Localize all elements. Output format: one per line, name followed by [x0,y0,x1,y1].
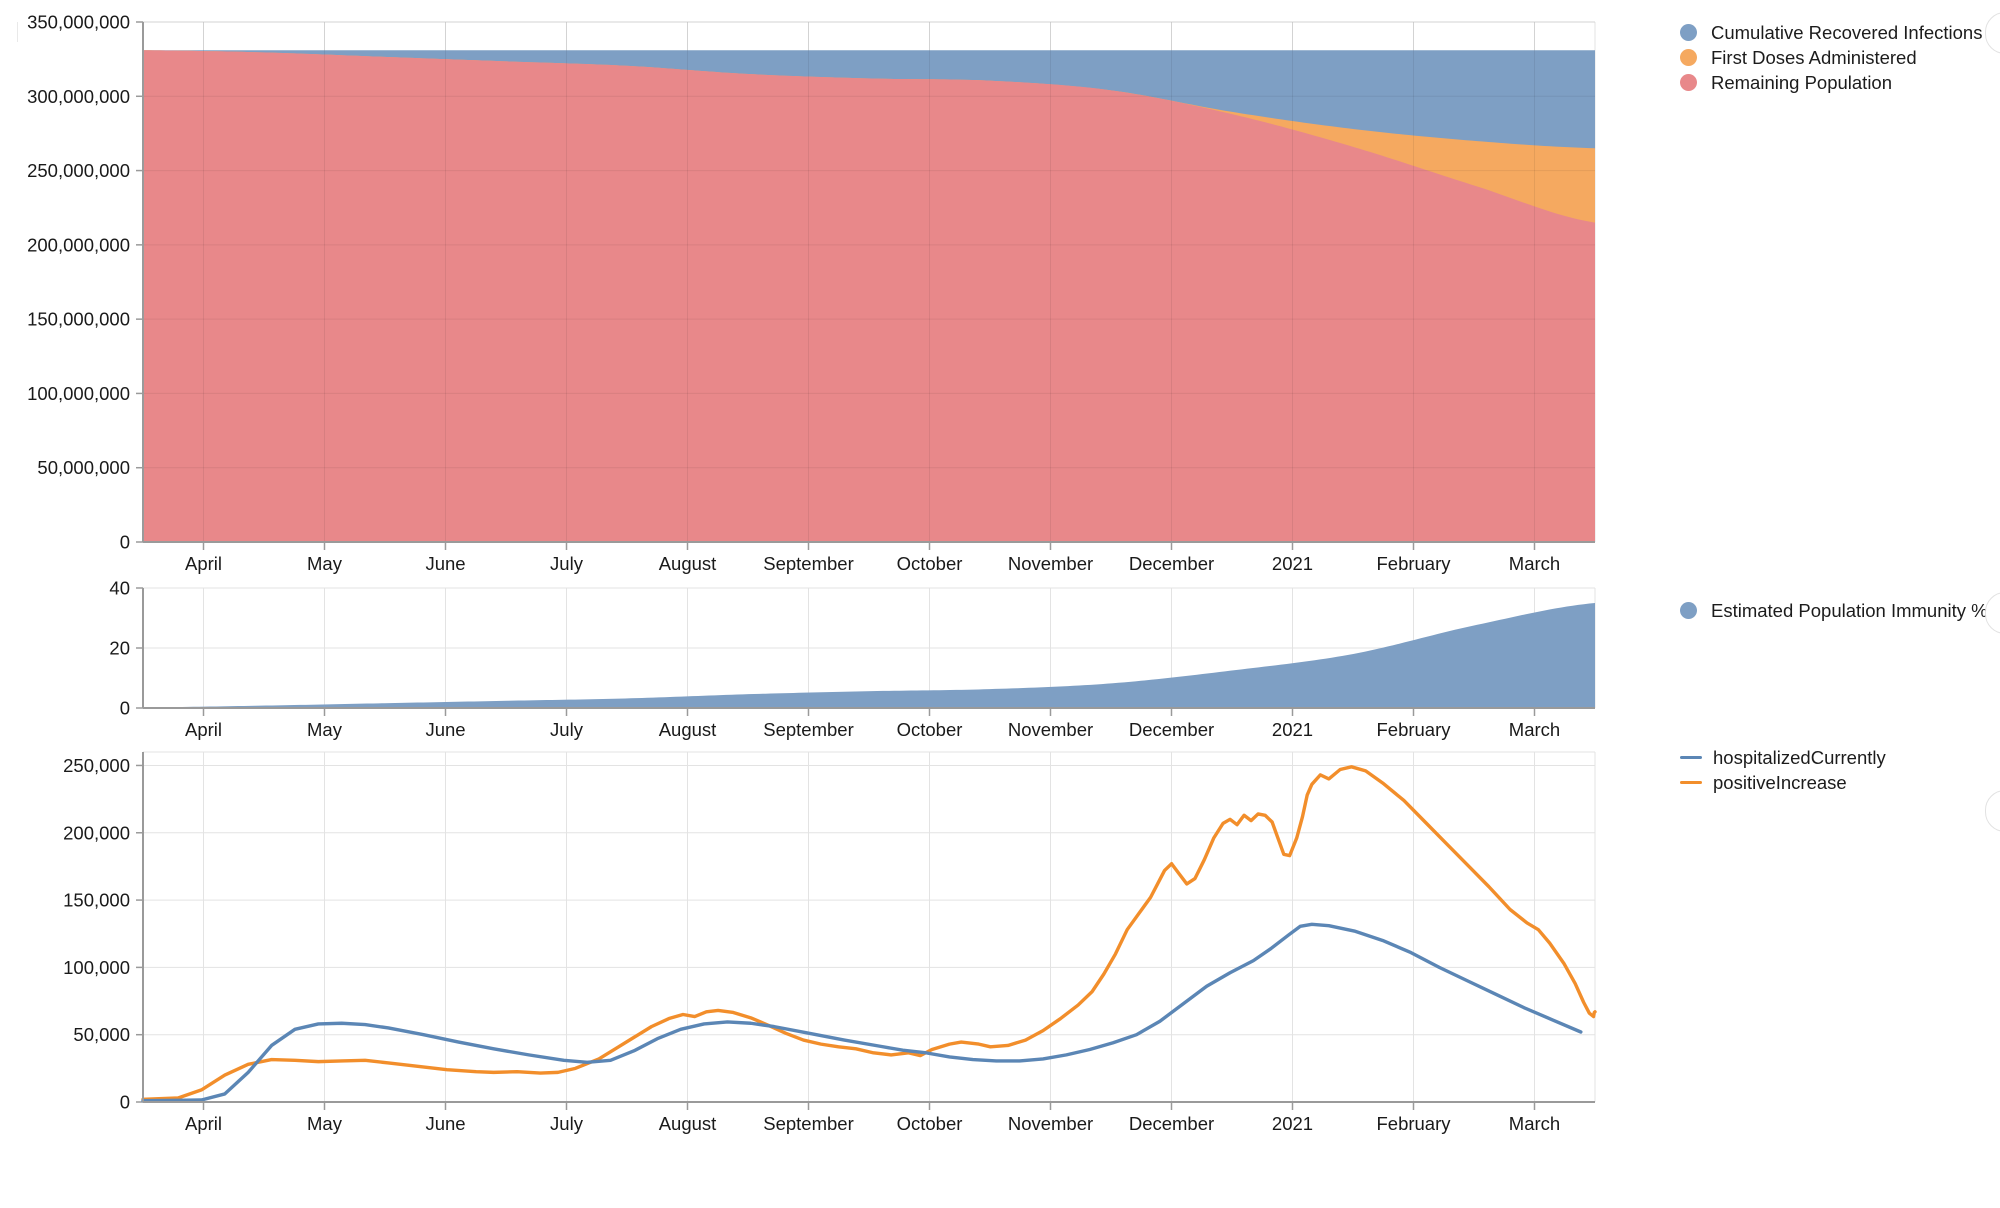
legend-label: hospitalizedCurrently [1713,746,1886,768]
legend-swatch-icon [1680,24,1697,41]
svg-text:2021: 2021 [1272,1113,1313,1134]
svg-text:March: March [1509,553,1560,574]
svg-text:0: 0 [120,532,130,553]
legend-swatch-icon [1680,74,1697,91]
svg-text:250,000,000: 250,000,000 [27,160,130,181]
svg-text:50,000: 50,000 [73,1024,130,1045]
svg-text:250,000: 250,000 [63,755,130,776]
legend-item-positiveincrease[interactable]: positiveIncrease [1680,770,1886,795]
svg-text:May: May [307,1113,343,1134]
stacked-area-plot: 0 50,000,000 100,000,000 150,000,000 200,000… [27,12,1596,574]
edge-control-chip[interactable] [1985,12,2000,54]
svg-text:0: 0 [120,1092,130,1113]
svg-text:September: September [763,719,854,740]
svg-text:350,000,000: 350,000,000 [27,12,130,33]
svg-text:December: December [1129,1113,1214,1134]
legend-swatch-icon [1680,756,1702,759]
legend-swatch-icon [1680,602,1697,619]
svg-text:200,000,000: 200,000,000 [27,234,130,255]
svg-text:October: October [897,719,963,740]
svg-text:September: September [763,1113,854,1134]
legend-item-first-doses-administered[interactable]: First Doses Administered [1680,45,1982,70]
svg-text:April: April [185,719,222,740]
svg-text:2021: 2021 [1272,719,1313,740]
svg-text:2021: 2021 [1272,553,1313,574]
stacked-population-chart: 0 50,000,000 100,000,000 150,000,000 200,000… [0,0,1660,580]
svg-text:100,000,000: 100,000,000 [27,383,130,404]
hospitalization-chart: 0 50,000 100,000 150,000 200,000 250,000 April… [0,740,1660,1140]
legend-label: First Doses Administered [1711,46,1917,68]
svg-text:September: September [763,553,854,574]
svg-text:June: June [425,719,465,740]
legend-label: Estimated Population Immunity % [1711,599,1988,621]
hospital-chart-legend: hospitalizedCurrently positiveIncrease [1680,745,1886,795]
legend-item-hospitalizedcurrently[interactable]: hospitalizedCurrently [1680,745,1886,770]
svg-text:June: June [425,553,465,574]
svg-text:February: February [1376,553,1451,574]
svg-text:50,000,000: 50,000,000 [37,457,130,478]
svg-text:100,000: 100,000 [63,957,130,978]
svg-text:July: July [550,1113,584,1134]
svg-text:November: November [1008,1113,1093,1134]
svg-text:April: April [185,1113,222,1134]
svg-text:August: August [659,553,717,574]
svg-text:40: 40 [109,580,130,599]
svg-text:March: March [1509,719,1560,740]
svg-text:300,000,000: 300,000,000 [27,86,130,107]
legend-label: Cumulative Recovered Infections [1711,21,1983,43]
svg-text:February: February [1376,719,1451,740]
svg-text:200,000: 200,000 [63,822,130,843]
svg-text:October: October [897,1113,963,1134]
legend-swatch-icon [1680,49,1697,66]
hospitalization-line-plot: 0 50,000 100,000 150,000 200,000 250,000 April… [63,751,1597,1134]
svg-text:20: 20 [109,638,130,659]
svg-text:November: November [1008,719,1093,740]
stacked-chart-legend: Cumulative Recovered Infections First Do… [1680,20,1982,95]
legend-item-remaining-population[interactable]: Remaining Population [1680,70,1982,95]
svg-text:May: May [307,553,343,574]
immunity-chart: 0 20 40 April May June July August September Octo… [0,580,1660,740]
svg-text:October: October [897,553,963,574]
svg-text:February: February [1376,1113,1451,1134]
left-edge-tick [17,22,18,42]
svg-text:November: November [1008,553,1093,574]
legend-label: positiveIncrease [1713,771,1847,793]
svg-text:150,000: 150,000 [63,890,130,911]
svg-text:December: December [1129,553,1214,574]
svg-text:April: April [185,553,222,574]
svg-text:August: August [659,1113,717,1134]
svg-text:March: March [1509,1113,1560,1134]
svg-text:June: June [425,1113,465,1134]
legend-item-cumulative-recovered-infections[interactable]: Cumulative Recovered Infections [1680,20,1982,45]
svg-text:July: July [550,553,584,574]
immunity-area-plot: 0 20 40 April May June July August September Octo… [109,580,1596,740]
immunity-chart-legend: Estimated Population Immunity % [1680,598,1988,623]
legend-item-estimated-population-immunity[interactable]: Estimated Population Immunity % [1680,598,1988,623]
edge-control-chip[interactable] [1985,790,2000,832]
svg-text:150,000,000: 150,000,000 [27,309,130,330]
svg-text:August: August [659,719,717,740]
svg-text:December: December [1129,719,1214,740]
legend-label: Remaining Population [1711,71,1893,93]
legend-swatch-icon [1680,781,1702,784]
svg-text:July: July [550,719,584,740]
svg-text:May: May [307,719,343,740]
svg-text:0: 0 [120,698,130,719]
